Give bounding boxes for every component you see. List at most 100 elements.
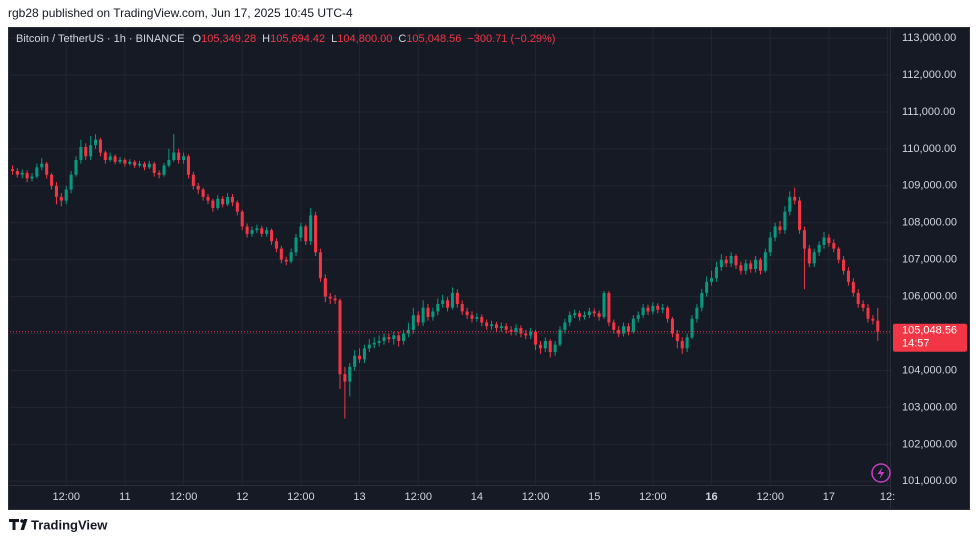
candle-body xyxy=(240,211,244,227)
candle-body xyxy=(421,307,425,323)
candle-body xyxy=(309,215,313,242)
candle-body xyxy=(695,307,699,319)
candle-body xyxy=(186,156,190,175)
candle-body xyxy=(235,202,239,212)
candle-body xyxy=(837,248,841,260)
alert-bolt xyxy=(877,467,885,479)
candle-body xyxy=(392,335,396,340)
candle-body xyxy=(142,163,146,168)
candle-body xyxy=(470,315,474,319)
candle-body xyxy=(348,366,352,382)
candle-body xyxy=(64,189,68,201)
candle-body xyxy=(788,196,792,212)
candle-body xyxy=(656,305,660,310)
candle-body xyxy=(597,313,601,317)
candle-body xyxy=(763,252,767,271)
candle-body xyxy=(133,161,137,166)
grid xyxy=(10,28,890,485)
candle-body xyxy=(201,189,205,197)
candle-body xyxy=(749,263,753,269)
legend-key: H xyxy=(262,33,270,45)
candle-body xyxy=(304,226,308,242)
candle-body xyxy=(54,185,58,197)
candle-body xyxy=(460,304,464,312)
candle-body xyxy=(294,237,298,253)
candle-body xyxy=(553,344,557,353)
candle-body xyxy=(289,252,293,262)
y-tick-label: 109,000.00 xyxy=(902,180,957,192)
candle-body xyxy=(705,281,709,293)
legend-value: 105,349.28 xyxy=(201,33,256,45)
candle-body xyxy=(108,156,112,160)
candle-body xyxy=(622,326,626,334)
candle-body xyxy=(10,169,14,172)
candle-body xyxy=(617,329,621,334)
legend-key: L xyxy=(331,33,337,45)
x-tick-label: 16 xyxy=(705,491,717,503)
x-tick-label: 12:00 xyxy=(170,491,198,503)
y-tick-label: 107,000.00 xyxy=(902,254,957,266)
candle-body xyxy=(426,307,430,317)
candle-body xyxy=(729,256,733,264)
candle-body xyxy=(50,174,54,186)
candle-body xyxy=(382,337,386,341)
candle-body xyxy=(812,252,816,264)
candle-body xyxy=(274,241,278,249)
candle-body xyxy=(338,300,342,375)
candle-body xyxy=(270,230,274,242)
y-tick-label: 110,000.00 xyxy=(902,143,956,155)
header-text: rgb28 published on TradingView.com, Jun … xyxy=(8,6,353,20)
x-tick-label: 13 xyxy=(353,491,365,503)
candle-body xyxy=(314,215,318,253)
candle-body xyxy=(221,198,225,205)
candle-body xyxy=(587,311,591,316)
x-tick-label: 12:00 xyxy=(404,491,432,503)
y-tick-label: 108,000.00 xyxy=(902,217,957,229)
candle-body xyxy=(646,307,650,312)
candle-body xyxy=(582,315,586,317)
last-price-label: 105,048.56 xyxy=(902,325,957,337)
candle-body xyxy=(323,278,327,297)
candle-body xyxy=(441,300,445,305)
candle-body xyxy=(680,340,684,349)
candle-body xyxy=(592,311,596,314)
candle-body xyxy=(377,340,381,343)
candle-body xyxy=(817,244,821,253)
candle-body xyxy=(866,307,870,319)
candle-body xyxy=(504,326,508,330)
alert-icon[interactable] xyxy=(871,463,891,483)
candle-body xyxy=(113,156,117,162)
candle-body xyxy=(846,270,850,282)
x-tick-label: 11 xyxy=(119,491,130,503)
legend-value: 105,048.56 xyxy=(406,33,461,45)
candle-body xyxy=(216,198,220,208)
candle-body xyxy=(40,163,44,168)
candle-body xyxy=(631,318,635,332)
candle-body xyxy=(450,292,454,308)
candle-body xyxy=(876,320,880,332)
candle-body xyxy=(636,315,640,319)
candle-body xyxy=(436,304,440,312)
candle-body xyxy=(35,167,39,177)
y-tick-label: 104,000.00 xyxy=(902,364,957,376)
candle-body xyxy=(563,322,567,330)
candle-body xyxy=(641,307,645,316)
x-tick-label: 12:00 xyxy=(52,491,80,503)
candle-body xyxy=(651,305,655,312)
candle-body xyxy=(773,226,777,238)
candle-body xyxy=(172,152,176,160)
candle-body xyxy=(245,226,249,234)
candle-body xyxy=(675,333,679,341)
y-tick-label: 106,000.00 xyxy=(902,291,957,303)
candle-body xyxy=(362,348,366,360)
x-tick-label: 12:00 xyxy=(639,491,667,503)
legend-value: 104,800.00 xyxy=(337,33,392,45)
y-tick-label: 101,000.00 xyxy=(902,475,957,487)
candle-body xyxy=(333,298,337,301)
candle-body xyxy=(250,230,254,234)
candle-body xyxy=(758,259,762,271)
candle-body xyxy=(167,159,171,166)
candle-body xyxy=(397,335,401,341)
candle-body xyxy=(118,159,122,162)
candle-body xyxy=(768,237,772,253)
